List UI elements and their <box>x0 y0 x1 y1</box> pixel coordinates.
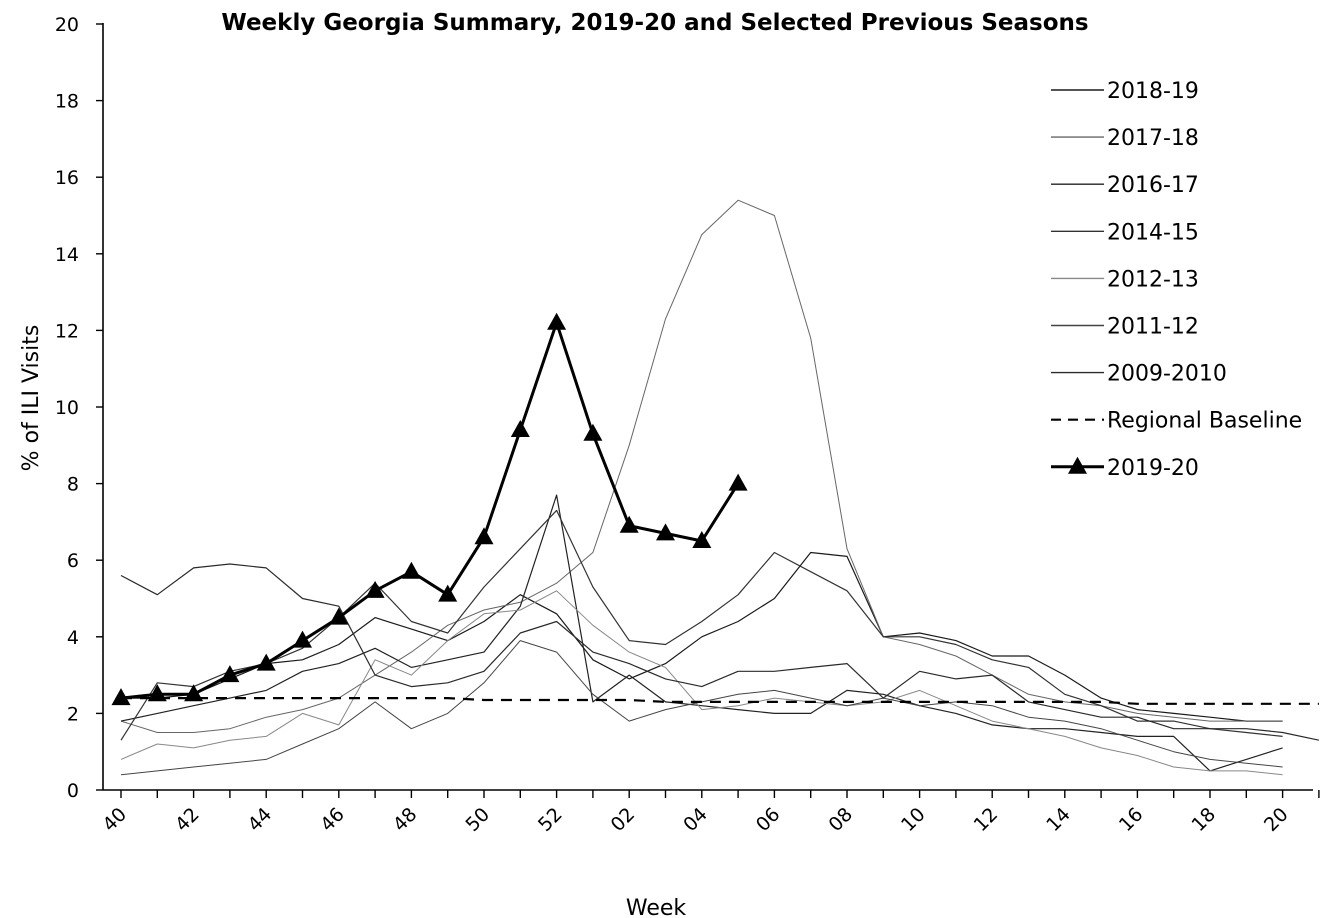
x-tick-label: 16 <box>1115 803 1148 836</box>
y-tick-label: 6 <box>67 550 79 572</box>
legend-label-2014-15: 2014-15 <box>1107 220 1199 245</box>
series-2019-20-point <box>329 607 349 625</box>
legend-label-2012-13: 2012-13 <box>1107 267 1199 292</box>
series-2019-20-point <box>438 584 458 602</box>
y-tick-label: 8 <box>67 474 79 496</box>
series-2019-20-point <box>147 684 167 702</box>
x-tick-label: 46 <box>316 803 349 836</box>
x-axis-label: Week <box>626 896 687 918</box>
series-2017-18-line <box>120 199 1283 733</box>
x-tick-label: 48 <box>389 803 422 836</box>
y-tick-label: 4 <box>67 627 79 649</box>
x-tick-label: 20 <box>1260 803 1293 836</box>
legend-label-2009-2010: 2009-2010 <box>1107 362 1227 387</box>
x-tick-label: 50 <box>461 803 494 836</box>
x-tick-label: 08 <box>824 803 857 836</box>
series-2019-20-point <box>365 580 385 598</box>
y-tick-label: 16 <box>55 167 79 189</box>
y-tick-label: 14 <box>55 244 79 266</box>
y-tick-label: 18 <box>55 91 79 113</box>
legend-label-2017-18: 2017-18 <box>1107 126 1199 151</box>
series-2014-15-line <box>120 509 1283 741</box>
series-2019-20-point <box>728 473 748 491</box>
x-tick-label: 40 <box>98 803 131 836</box>
legend-label-regional-baseline: Regional Baseline <box>1107 409 1302 434</box>
series-2019-20-point <box>401 561 421 579</box>
series-2019-20-point <box>220 665 240 683</box>
series-2018-19-line <box>121 551 1283 722</box>
series-2019-20-point <box>547 312 567 330</box>
legend: 2018-19 2017-18 2016-17 2014-15 2012-13 2011-… <box>1051 79 1302 481</box>
x-tick-label: 06 <box>752 803 785 836</box>
y-tick-label: 0 <box>67 780 79 802</box>
x-tick-label: 10 <box>897 803 930 836</box>
y-tick-label: 20 <box>55 14 79 36</box>
x-tick-label: 42 <box>171 803 204 836</box>
legend-label-2016-17: 2016-17 <box>1107 173 1199 198</box>
legend-label-2018-19: 2018-19 <box>1107 79 1199 104</box>
series-2019-20-point <box>293 630 312 648</box>
x-tick-label: 44 <box>244 803 277 836</box>
legend-marker-2019-20 <box>1068 456 1087 474</box>
y-axis-label: % of ILI Visits <box>19 325 44 472</box>
x-tick-label: 14 <box>1042 803 1075 836</box>
x-tick-label: 02 <box>607 803 640 836</box>
chart-title: Weekly Georgia Summary, 2019-20 and Sele… <box>221 10 1088 36</box>
y-tick-label: 10 <box>55 397 79 419</box>
series-2019-20-point <box>692 531 712 549</box>
series-2019-20-point <box>583 423 603 441</box>
series-2019-20-point <box>656 523 675 541</box>
series-2019-20-point <box>184 684 204 702</box>
series-2019-20-point <box>510 419 530 437</box>
series-2019-20-point <box>256 653 276 671</box>
y-tick-label: 12 <box>55 320 79 342</box>
series-layer <box>111 199 1320 776</box>
x-tick-label: 12 <box>970 803 1003 836</box>
series-2009-2010-line <box>120 563 1320 741</box>
y-tick-label: 2 <box>67 703 79 725</box>
x-tick-label: 18 <box>1187 803 1220 836</box>
series-2019-20-point <box>474 527 494 545</box>
series-2019-20-point <box>111 688 131 706</box>
x-tick-label: 04 <box>679 803 712 836</box>
series-2012-13-line <box>120 590 1283 776</box>
series-2019-20-point <box>619 515 639 533</box>
legend-label-2011-12: 2011-12 <box>1107 315 1199 340</box>
legend-label-2019-20: 2019-20 <box>1107 456 1199 481</box>
series-2016-17-line <box>120 494 1283 772</box>
x-tick-label: 52 <box>534 803 567 836</box>
series-regional-baseline-line <box>121 696 1319 705</box>
